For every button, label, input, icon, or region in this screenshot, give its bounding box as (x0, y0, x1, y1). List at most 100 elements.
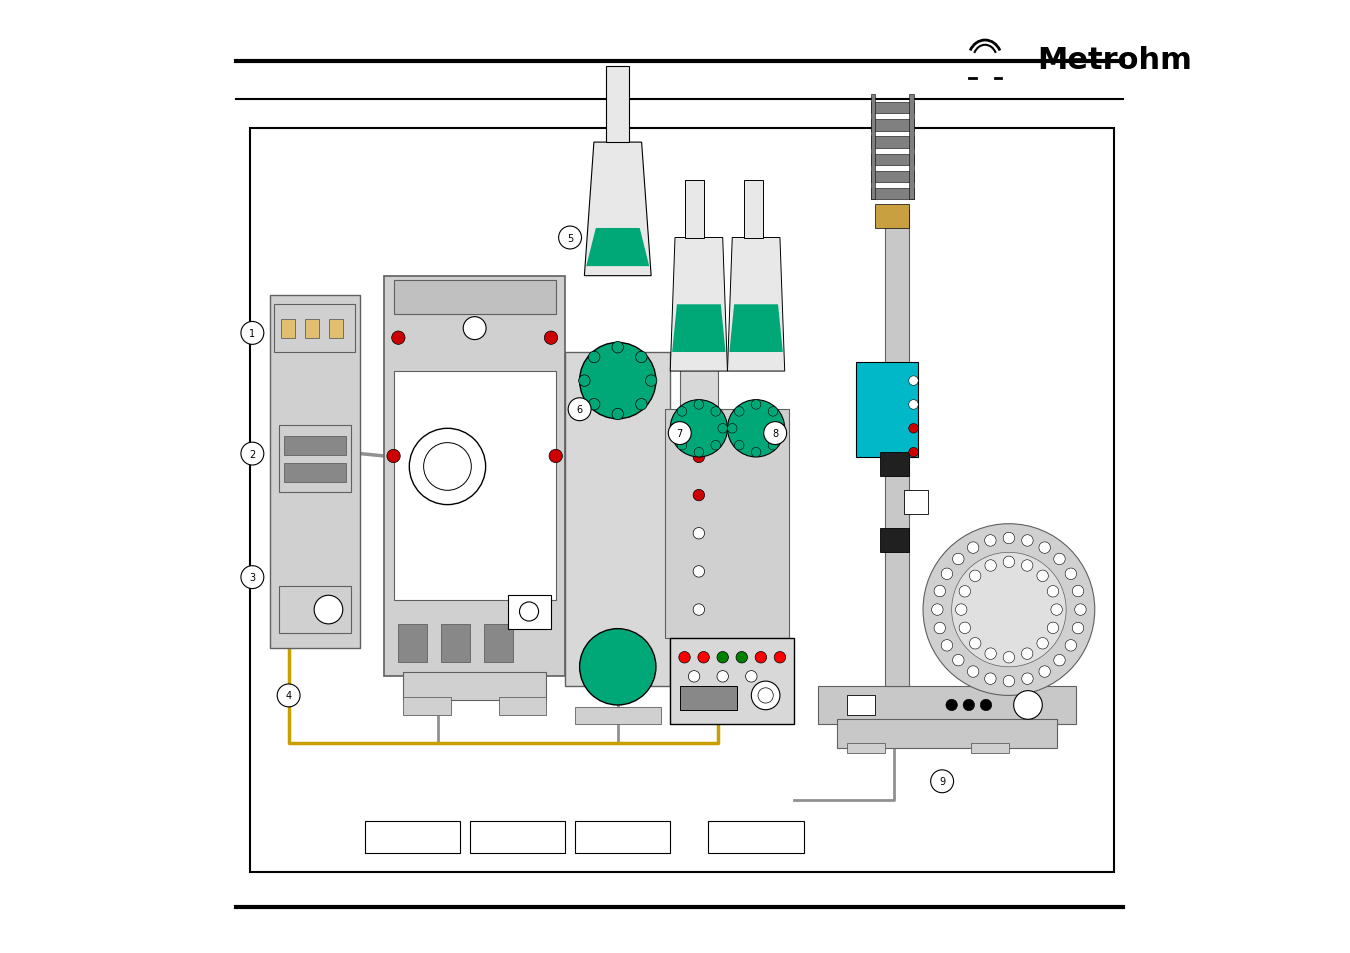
Circle shape (1075, 604, 1087, 616)
Text: Metrohm: Metrohm (1038, 46, 1192, 74)
Circle shape (670, 400, 728, 457)
Circle shape (941, 568, 953, 579)
Circle shape (693, 490, 705, 501)
Circle shape (711, 407, 721, 416)
Circle shape (953, 554, 964, 565)
Circle shape (736, 652, 748, 663)
Circle shape (1022, 673, 1033, 684)
Circle shape (698, 652, 709, 663)
Bar (394, 281, 556, 314)
Bar (884, 210, 909, 686)
Bar (871, 120, 914, 132)
Text: 7: 7 (676, 429, 683, 438)
Circle shape (636, 399, 647, 411)
Circle shape (909, 448, 918, 457)
Circle shape (559, 227, 582, 250)
Text: 3: 3 (250, 573, 255, 582)
Bar (846, 696, 875, 715)
Bar (441, 624, 470, 662)
Circle shape (668, 422, 691, 445)
Circle shape (717, 671, 729, 682)
Circle shape (612, 342, 624, 354)
Circle shape (984, 536, 996, 547)
Circle shape (1054, 554, 1065, 565)
Bar (284, 463, 346, 482)
Bar (279, 425, 351, 492)
Circle shape (670, 424, 680, 434)
Polygon shape (670, 238, 728, 372)
Bar (880, 453, 909, 476)
Circle shape (1022, 560, 1033, 572)
Bar (744, 181, 763, 238)
Bar (709, 821, 803, 853)
Circle shape (1065, 568, 1076, 579)
Circle shape (589, 399, 599, 411)
Circle shape (1040, 542, 1050, 554)
Circle shape (1050, 604, 1062, 616)
Circle shape (768, 441, 778, 451)
Bar (971, 743, 1008, 753)
Bar (606, 67, 629, 143)
Circle shape (968, 666, 979, 678)
Bar (871, 103, 914, 114)
Circle shape (693, 566, 705, 578)
Bar (328, 319, 343, 338)
Text: 5: 5 (567, 233, 574, 243)
Circle shape (909, 424, 918, 434)
Circle shape (764, 422, 787, 445)
Circle shape (934, 622, 945, 634)
Circle shape (952, 553, 1066, 667)
Bar (383, 276, 566, 677)
Circle shape (1037, 571, 1049, 582)
Circle shape (240, 322, 263, 345)
Circle shape (768, 407, 778, 416)
Bar (684, 181, 703, 238)
Circle shape (1048, 586, 1058, 598)
Circle shape (636, 352, 647, 363)
Circle shape (931, 604, 944, 616)
Bar (875, 205, 909, 229)
Circle shape (544, 332, 558, 345)
Bar (871, 137, 914, 149)
Circle shape (387, 450, 400, 463)
Circle shape (1037, 638, 1049, 649)
Bar (680, 686, 737, 710)
Bar (470, 821, 566, 853)
Circle shape (1003, 676, 1015, 687)
Circle shape (1054, 655, 1065, 666)
Circle shape (923, 524, 1095, 696)
Circle shape (941, 640, 953, 652)
Circle shape (717, 652, 729, 663)
Text: 9: 9 (940, 777, 945, 786)
Bar (837, 720, 1057, 748)
Circle shape (930, 770, 953, 793)
Circle shape (986, 560, 996, 572)
Bar (680, 353, 718, 686)
Bar (575, 821, 670, 853)
Circle shape (946, 700, 957, 711)
Bar (270, 295, 360, 648)
Bar (281, 319, 296, 338)
Bar (856, 362, 918, 457)
Circle shape (240, 566, 263, 589)
Polygon shape (672, 305, 725, 353)
Circle shape (956, 604, 967, 616)
Circle shape (755, 652, 767, 663)
Circle shape (745, 671, 757, 682)
Circle shape (963, 700, 975, 711)
Bar (251, 129, 1114, 872)
Bar (394, 372, 556, 600)
Text: 2: 2 (250, 449, 255, 459)
Bar (818, 686, 1076, 724)
Circle shape (693, 528, 705, 539)
Circle shape (718, 424, 728, 434)
Circle shape (1072, 622, 1084, 634)
Bar (575, 707, 660, 724)
Circle shape (579, 375, 590, 387)
Circle shape (549, 450, 563, 463)
Circle shape (980, 700, 992, 711)
Circle shape (589, 352, 599, 363)
Bar (846, 743, 884, 753)
Bar (904, 491, 927, 515)
Circle shape (693, 414, 705, 425)
